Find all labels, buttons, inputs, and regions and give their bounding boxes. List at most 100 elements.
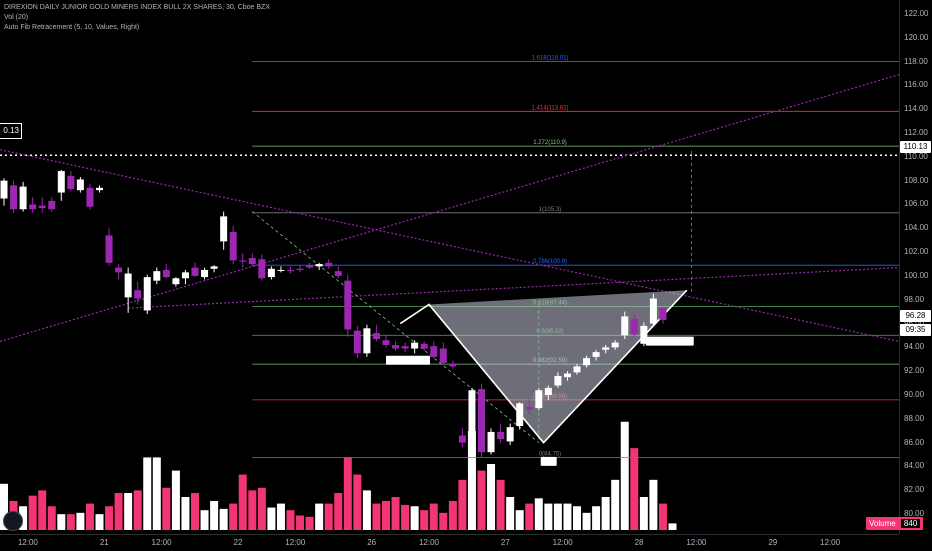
fib-level-label: 0(84.75) (539, 452, 561, 458)
candle-body (277, 269, 285, 271)
time-tick: 12:00 (686, 538, 707, 547)
volume-bar (85, 503, 94, 530)
fib-level-label: 1.414(113.82) (532, 105, 569, 111)
time-tick: 21 (99, 538, 109, 547)
candle-body (439, 348, 447, 363)
price-axis[interactable]: 122.00 120.00 118.00 116.00 114.00 112.00 110.… (899, 0, 932, 534)
candle-body (430, 346, 438, 357)
candle-body (487, 431, 495, 453)
volume-bar (620, 421, 629, 530)
volume-bar (410, 506, 419, 530)
candle-body (525, 406, 533, 410)
volume-bar (448, 500, 457, 530)
candle-body (296, 268, 304, 270)
volume-bar (315, 503, 324, 530)
candle-body (105, 235, 113, 263)
volume-bar (47, 506, 56, 530)
candle-body (363, 328, 371, 354)
volume-bar (362, 490, 371, 530)
volume-bar (276, 503, 285, 530)
price-tick: 110.00 (904, 151, 928, 161)
price-tick: 118.00 (904, 56, 928, 66)
symbol-title[interactable]: DIREXION DAILY JUNIOR GOLD MINERS INDEX … (4, 4, 270, 11)
volume-bar (248, 490, 257, 530)
pattern-point-label (386, 355, 430, 365)
volume-bar (563, 503, 572, 530)
time-tick: 22 (233, 538, 243, 547)
price-tick: 90.00 (904, 390, 925, 399)
candle-body (0, 180, 8, 199)
candle-body (325, 262, 333, 267)
volume-bar (162, 487, 171, 530)
volume-bar (257, 487, 266, 530)
candle-body (420, 343, 428, 349)
candle-body (220, 216, 228, 242)
candle-body (449, 364, 457, 367)
volume-badge-value: 840 (900, 519, 921, 528)
candle-body (334, 271, 342, 276)
volume-badge: Volume 840 (866, 517, 924, 530)
volume-bar (391, 497, 400, 530)
volume-indicator-label[interactable]: Vol (20) (4, 14, 29, 21)
volume-bar (0, 483, 8, 530)
volume-bar (200, 510, 209, 530)
left-level-badge: 0.13 (0, 123, 22, 139)
price-tick: 122.00 (904, 8, 929, 18)
price-tick: 108.00 (904, 175, 929, 185)
volume-bar (534, 498, 543, 530)
candle-body (124, 273, 132, 298)
pattern-point-label (540, 456, 557, 466)
falling-trendline (0, 149, 899, 342)
volume-bar (238, 474, 247, 530)
candle-body (76, 179, 84, 191)
candle-body (563, 373, 571, 378)
candle-body (267, 268, 275, 278)
volume-bar (343, 457, 352, 530)
price-tick: 82.00 (904, 485, 925, 495)
price-chart[interactable]: 1.618(118.01) 1.414(113.82) 1.272(110.9) 1(… (0, 0, 899, 534)
tradingview-logo-icon[interactable] (3, 511, 23, 531)
candle-body (506, 427, 514, 442)
candle-body (229, 231, 237, 261)
price-tick: 120.00 (904, 32, 929, 42)
upper-channel-trendline (128, 266, 899, 309)
price-tick: 114.00 (904, 104, 928, 114)
time-axis[interactable]: 12:00 21 12:00 22 12:00 26 12:00 27 12:00 28 12:00… (0, 534, 899, 551)
candle-body (411, 342, 419, 349)
candle-body (248, 258, 256, 264)
volume-bar (334, 493, 343, 530)
candle-body (172, 278, 180, 285)
volume-bar (210, 500, 219, 530)
volume-bar (439, 512, 448, 530)
fib-level-label: 1.272(110.9) (533, 140, 567, 146)
volume-bar (114, 493, 123, 530)
countdown-badge: 09:35 (900, 324, 931, 336)
time-tick: 29 (768, 538, 778, 547)
price-tick: 84.00 (904, 461, 925, 471)
volume-bar (573, 506, 581, 530)
candle-body (29, 204, 37, 210)
candle-body (497, 431, 505, 440)
volume-bar (191, 493, 199, 530)
chart-legend: DIREXION DAILY JUNIOR GOLD MINERS INDEX … (4, 3, 270, 33)
volume-bar (515, 510, 524, 530)
candle-body (344, 280, 352, 330)
time-tick: 12:00 (820, 538, 841, 547)
volume-bar (267, 507, 276, 530)
fib-level-label: 1(105.3) (539, 207, 561, 213)
fib-indicator-label[interactable]: Auto Fib Retracement (5, 10, Values, Rig… (4, 24, 140, 31)
volume-bar (28, 495, 37, 530)
volume-bar (105, 506, 114, 530)
candle-body (38, 205, 46, 209)
candle-body (535, 390, 543, 409)
candle-body (287, 269, 294, 272)
price-tick: 100.00 (904, 270, 929, 280)
time-tick: 12:00 (151, 538, 172, 547)
volume-bar (496, 479, 505, 530)
candle-body (392, 344, 400, 349)
time-tick: 12:00 (418, 538, 439, 547)
volume-bar (133, 490, 142, 530)
candle-body (239, 260, 247, 262)
volume-bar (544, 503, 553, 530)
